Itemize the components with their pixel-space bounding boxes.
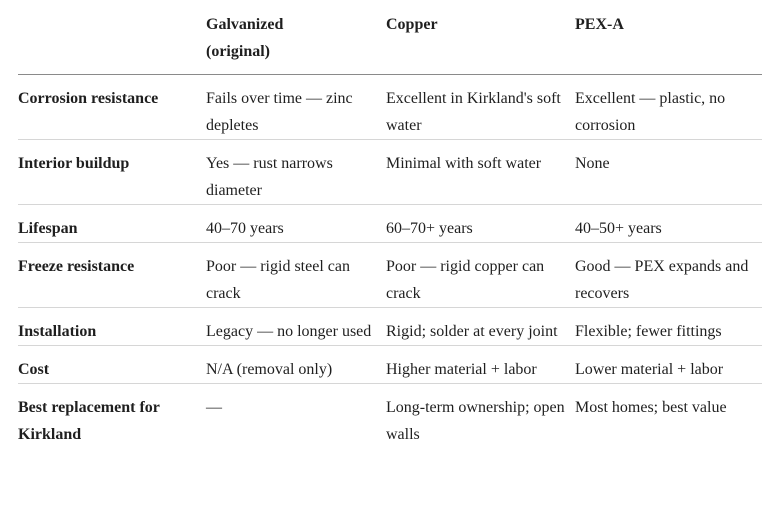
table-cell: Minimal with soft water <box>386 155 542 172</box>
table-cell: Flexible; fewer fittings <box>575 323 722 340</box>
table-cell: Poor — rigid copper can crack <box>386 258 545 302</box>
table-cell: Excellent — plastic, no corrosion <box>575 90 726 134</box>
table-body: Corrosion resistance Fails over time — zi… <box>18 75 762 449</box>
table-cell: 40–70 years <box>206 220 284 237</box>
comparison-table: Galvanized (original) Copper PEX-A Corrosi… <box>18 0 762 448</box>
column-header-text: Copper <box>386 16 438 33</box>
table-row: Corrosion resistance Fails over time — zi… <box>18 75 762 140</box>
table-cell: N/A (removal only) <box>206 361 333 378</box>
table-cell: Higher material + labor <box>386 361 537 378</box>
column-header-text: PEX-A <box>575 16 624 33</box>
row-label: Corrosion resistance <box>18 90 159 107</box>
table-cell: None <box>575 155 610 172</box>
table-cell: Poor — rigid steel can crack <box>206 258 350 302</box>
table-cell: Lower material + labor <box>575 361 724 378</box>
corner-cell <box>18 0 206 75</box>
column-header: PEX-A <box>575 0 762 75</box>
table-cell: Fails over time — zinc depletes <box>206 90 353 134</box>
column-header: Galvanized (original) <box>206 0 386 75</box>
table-cell: Yes — rust narrows diameter <box>206 155 333 199</box>
column-header-text: Galvanized (original) <box>206 16 284 60</box>
table-row: Installation Legacy — no longer used Rigid… <box>18 308 762 346</box>
table-cell: 40–50+ years <box>575 220 662 237</box>
table-cell: Legacy — no longer used <box>206 323 372 340</box>
row-label: Cost <box>18 361 50 378</box>
table-cell: — <box>206 399 222 416</box>
row-label: Lifespan <box>18 220 78 237</box>
table-row: Lifespan 40–70 years 60–70+ years 40–50+ ye… <box>18 205 762 243</box>
table-cell: Rigid; solder at every joint <box>386 323 558 340</box>
header-row: Galvanized (original) Copper PEX-A <box>18 0 762 75</box>
table-row: Best replacement for Kirkland — Long-term … <box>18 384 762 449</box>
table-row: Freeze resistance Poor — rigid steel can … <box>18 243 762 308</box>
table-row: Interior buildup Yes — rust narrows diame… <box>18 140 762 205</box>
row-label: Installation <box>18 323 97 340</box>
table-cell: Excellent in Kirkland's soft water <box>386 90 561 134</box>
table-row: Cost N/A (removal only) Higher material + … <box>18 346 762 384</box>
table-cell: 60–70+ years <box>386 220 473 237</box>
column-header: Copper <box>386 0 575 75</box>
row-label: Interior buildup <box>18 155 130 172</box>
row-label: Freeze resistance <box>18 258 135 275</box>
table-cell: Long-term ownership; open walls <box>386 399 565 443</box>
table-cell: Good — PEX expands and recovers <box>575 258 749 302</box>
table-cell: Most homes; best value <box>575 399 727 416</box>
row-label: Best replacement for Kirkland <box>18 399 160 443</box>
